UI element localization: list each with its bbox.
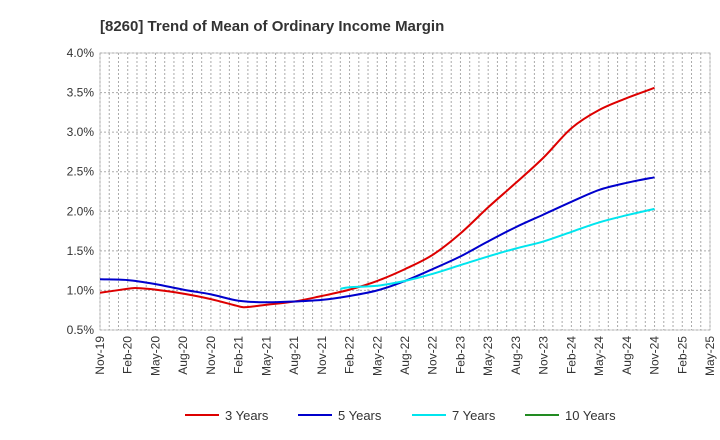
x-tick-label: Feb-20 [121,336,135,374]
x-tick-label: May-25 [703,336,717,376]
x-tick-label: Feb-24 [564,336,578,374]
x-tick-label: Aug-21 [287,336,301,375]
x-tick-label: Feb-22 [343,336,357,374]
x-tick-label: Aug-22 [398,336,412,375]
series-lines [99,86,655,309]
legend-label: 3 Years [225,408,269,423]
y-tick-label: 0.5% [67,323,95,337]
y-tick-label: 4.0% [67,46,95,60]
x-tick-label: Aug-20 [176,336,190,375]
series-line-3-years [99,86,655,309]
x-tick-label: Nov-22 [426,336,440,375]
legend: 3 Years 5 Years 7 Years 10 Years [185,408,616,423]
y-tick-label: 2.5% [67,165,95,179]
x-tick-label: Feb-23 [453,336,467,374]
x-tick-label: Nov-24 [648,336,662,375]
y-tick-label: 2.0% [67,204,95,218]
y-tick-label: 1.5% [67,244,95,258]
y-tick-label: 3.5% [67,86,95,100]
series-line-5-years [99,176,655,304]
x-tick-label: Aug-24 [620,336,634,375]
x-axis-ticks: Nov-19 Feb-20 May-20 Aug-20 Nov-20 Feb-21 May-… [93,336,717,376]
x-tick-label: May-20 [148,336,162,376]
x-tick-label: May-22 [370,336,384,376]
x-tick-label: May-23 [481,336,495,376]
x-tick-label: Feb-25 [675,336,689,374]
x-tick-label: Nov-23 [537,336,551,375]
legend-label: 10 Years [565,408,616,423]
y-tick-label: 1.0% [67,283,95,297]
y-tick-label: 3.0% [67,125,95,139]
x-tick-label: May-21 [259,336,273,376]
x-tick-label: Nov-21 [315,336,329,375]
y-axis-ticks: 0.5% 1.0% 1.5% 2.0% 2.5% 3.0% 3.5% 4.0% [67,46,95,337]
x-tick-label: Feb-21 [232,336,246,374]
x-tick-label: Nov-19 [93,336,107,375]
series-line-7-years [340,207,655,290]
x-tick-label: Nov-20 [204,336,218,375]
chart-title: [8260] Trend of Mean of Ordinary Income … [100,18,444,35]
legend-label: 7 Years [452,408,496,423]
x-tick-label: Aug-23 [509,336,523,375]
plot-area [99,52,711,331]
legend-label: 5 Years [338,408,382,423]
x-tick-label: May-24 [592,336,606,376]
